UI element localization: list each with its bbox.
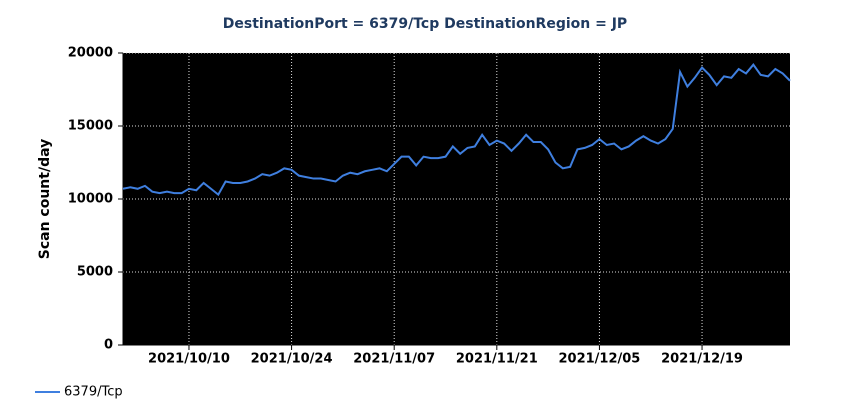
- series-line: [122, 63, 791, 197]
- x-tick-label: 2021/10/10: [148, 352, 230, 367]
- y-tick-label: 5000: [77, 265, 113, 280]
- y-tick-label: 0: [104, 338, 113, 353]
- x-tick-label: 2021/10/24: [251, 352, 333, 367]
- y-tick-label: 15000: [68, 119, 113, 134]
- y-tick-label: 20000: [68, 46, 113, 61]
- y-axis-label: Scan count/day: [37, 139, 53, 260]
- x-tick-label: 2021/12/05: [558, 352, 640, 367]
- chart-title: DestinationPort = 6379/Tcp DestinationRe…: [223, 16, 627, 32]
- legend-label: 6379/Tcp: [64, 385, 123, 400]
- x-tick-label: 2021/11/07: [353, 352, 435, 367]
- y-tick-label: 10000: [68, 192, 113, 207]
- x-tick-label: 2021/12/19: [661, 352, 743, 367]
- x-tick-label: 2021/11/21: [456, 352, 538, 367]
